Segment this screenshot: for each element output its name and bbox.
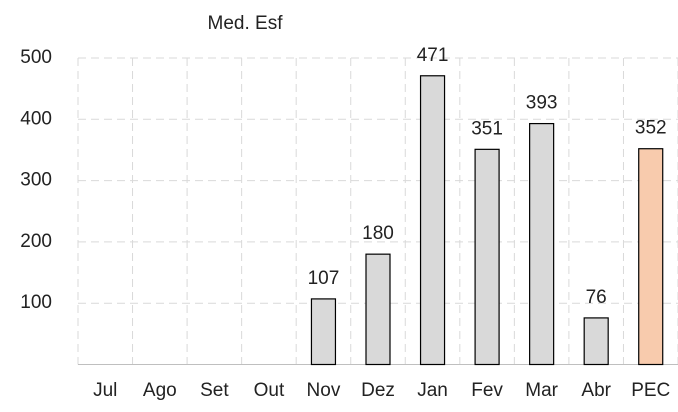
y-tick-label: 100 [20, 292, 52, 313]
data-label: 352 [635, 118, 667, 139]
x-tick-label: PEC [631, 380, 670, 401]
data-label: 351 [471, 118, 503, 139]
bar [474, 148, 500, 366]
y-tick-label: 400 [20, 108, 52, 129]
data-label: 76 [586, 287, 607, 308]
data-label: 107 [308, 268, 340, 289]
x-tick-label: Nov [307, 380, 341, 401]
x-tick-label: Mar [525, 380, 558, 401]
y-tick-label: 200 [20, 231, 52, 252]
bar [310, 298, 337, 366]
x-tick-label: Fev [471, 380, 503, 401]
bar [419, 75, 446, 366]
x-tick-label: Jan [417, 380, 448, 401]
y-tick-label: 500 [20, 47, 52, 68]
x-tick-label: Set [200, 380, 229, 401]
x-tick-label: Ago [143, 380, 177, 401]
x-tick-label: Jul [93, 380, 117, 401]
chart-title: Med. Esf [208, 13, 284, 34]
data-label: 471 [417, 45, 449, 66]
data-label: 180 [362, 223, 394, 244]
x-tick-label: Out [254, 380, 285, 401]
x-tick-label: Abr [581, 380, 611, 401]
x-tick-label: Dez [361, 380, 395, 401]
y-tick-label: 300 [20, 170, 52, 191]
data-label: 393 [526, 93, 558, 114]
bar [365, 253, 391, 366]
bar [638, 148, 664, 366]
bar [529, 122, 555, 366]
bar [583, 317, 609, 366]
